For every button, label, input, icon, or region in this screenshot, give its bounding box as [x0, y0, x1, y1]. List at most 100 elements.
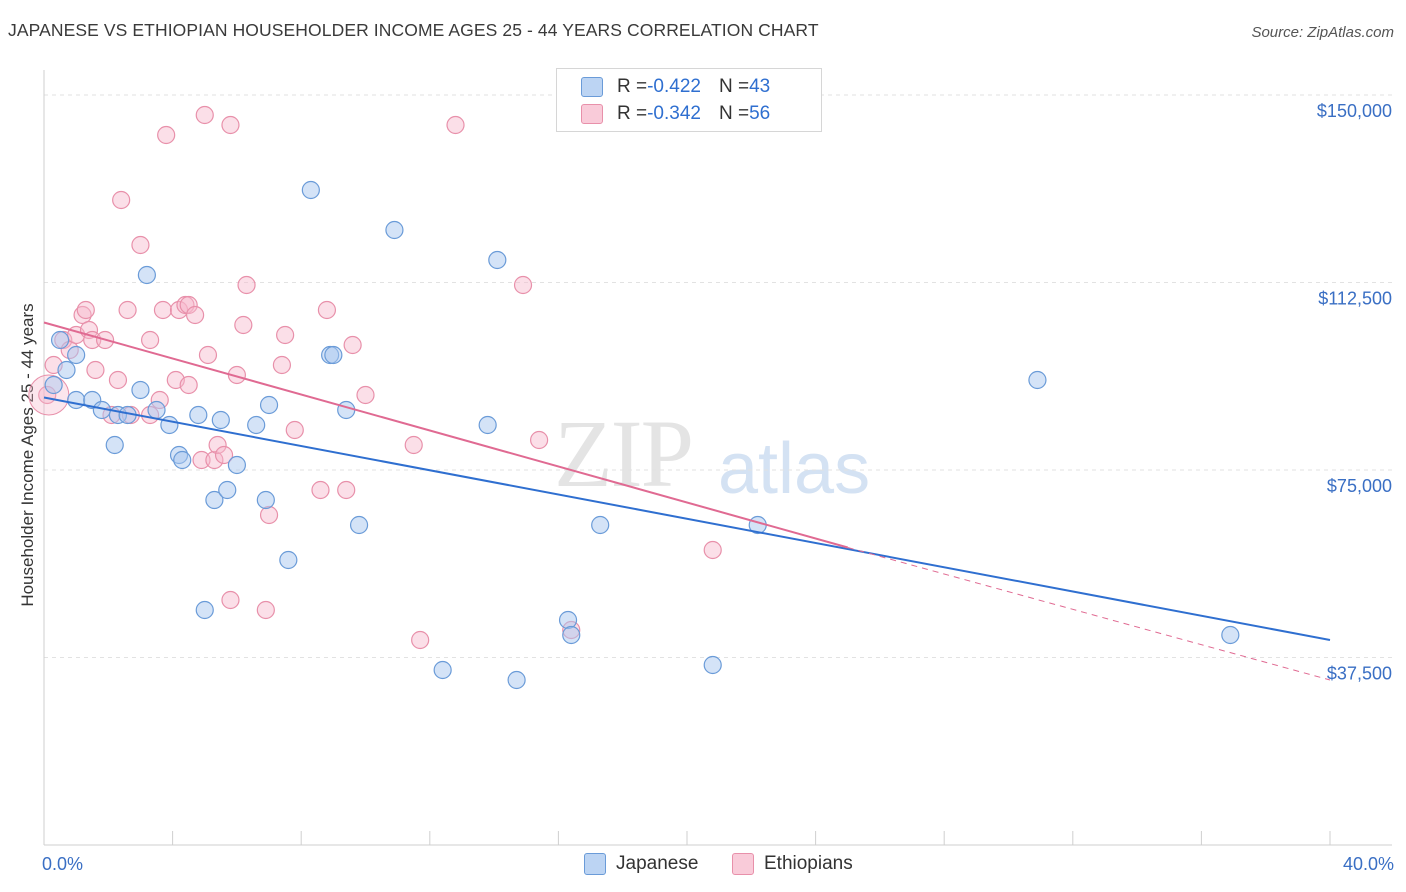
japanese-point [189, 405, 208, 425]
japanese-point [67, 345, 86, 365]
japanese-point [67, 390, 86, 410]
legend-ethiopians-label: Ethiopians [764, 853, 853, 874]
ethiopian-point [131, 235, 150, 255]
x-tick-labels: 0.0% 40.0% [42, 854, 1394, 874]
japanese-points [44, 180, 1240, 690]
ethiopian-point [179, 375, 198, 395]
ethiopian-point [192, 450, 211, 470]
ethiopian-trend-line [43, 321, 849, 549]
japanese-point [57, 360, 76, 380]
ethiopian-point [272, 355, 292, 375]
ethiopian-point [73, 305, 92, 325]
japanese-r-label: R = [617, 76, 648, 97]
ethiopian-r-label: R = [617, 103, 648, 124]
japanese-point [558, 610, 578, 630]
y-tick-label: $150,000 [1317, 101, 1392, 121]
ethiopian-point [356, 385, 375, 405]
ethiopian-point [118, 300, 137, 320]
ethiopian-point [214, 445, 234, 465]
ethiopian-n-value: 56 [749, 103, 771, 124]
ethiopian-point [259, 505, 279, 525]
japanese-point [562, 625, 581, 645]
japanese-point [44, 375, 63, 395]
ethiopian-point [237, 275, 256, 295]
ethiopian-point [198, 345, 218, 365]
legend-japanese-label: Japanese [616, 853, 699, 874]
japanese-point [131, 380, 150, 400]
ethiopian-point [157, 125, 176, 145]
japanese-n-label: N = [718, 76, 750, 97]
ethiopian-r-value: -0.342 [647, 103, 701, 124]
ethiopian-point [311, 480, 330, 500]
ethiopian-n-label: N = [718, 103, 750, 124]
japanese-point [137, 265, 156, 285]
japanese-point [385, 220, 404, 240]
ethiopian-point [337, 480, 356, 500]
legend-japanese-swatch [584, 853, 606, 875]
japanese-point [256, 490, 275, 510]
japanese-point [488, 250, 507, 270]
ethiopian-point [256, 600, 275, 620]
japanese-point [1221, 625, 1240, 645]
legend-item-ethiopians[interactable]: Ethiopians [732, 851, 853, 877]
ethiopian-point [112, 190, 131, 210]
legend-item-japanese[interactable]: Japanese [584, 851, 698, 877]
japanese-point [105, 435, 124, 455]
japanese-point [433, 660, 452, 680]
x-tick-label: 0.0% [42, 854, 83, 874]
japanese-point [247, 415, 266, 435]
gridlines [44, 94, 1392, 658]
japanese-point [324, 345, 343, 365]
japanese-point [301, 180, 320, 200]
ethiopian-point [108, 370, 128, 390]
japanese-trend-line [43, 396, 1331, 641]
ethiopian-swatch [581, 104, 603, 124]
legend-ethiopians-swatch [732, 853, 754, 875]
ethiopian-point [205, 450, 224, 470]
japanese-r-value: -0.422 [647, 76, 701, 97]
axes [43, 70, 1392, 846]
japanese-point [195, 600, 214, 620]
ethiopian-point [208, 435, 227, 455]
ethiopian-point [285, 420, 304, 440]
ethiopian-trend-extension [847, 547, 1331, 681]
ethiopian-point [317, 300, 337, 320]
japanese-point [211, 410, 230, 430]
japanese-point [507, 670, 526, 690]
ethiopian-point [234, 315, 253, 335]
japanese-point [259, 395, 279, 415]
ethiopian-point [76, 300, 95, 320]
stats-box: R = -0.422 N = 43 R = -0.342 N = 56 [556, 68, 822, 132]
ethiopian-point [530, 430, 549, 450]
stats-row-japanese: R = -0.422 N = 43 [581, 75, 770, 99]
trend-lines [43, 321, 1331, 681]
japanese-point [279, 550, 298, 570]
japanese-point [50, 330, 70, 350]
stats-row-ethiopian: R = -0.342 N = 56 [581, 102, 770, 126]
ethiopian-point [446, 115, 465, 135]
ethiopian-point [221, 115, 240, 135]
ethiopian-point [153, 300, 173, 320]
japanese-n-value: 43 [749, 76, 771, 97]
chart-title: JAPANESE VS ETHIOPIAN HOUSEHOLDER INCOME… [8, 20, 819, 40]
watermark-zip: ZIP [554, 400, 694, 507]
source-label: Source: ZipAtlas.com [1251, 24, 1394, 41]
ethiopian-points [28, 105, 722, 650]
ethiopian-point [703, 540, 722, 560]
japanese-point [173, 450, 192, 470]
ethiopian-point [86, 360, 105, 380]
japanese-point [703, 655, 722, 675]
ethiopian-point [221, 590, 240, 610]
ethiopian-point [195, 105, 214, 125]
ethiopian-point [513, 275, 533, 295]
japanese-point [591, 515, 610, 535]
japanese-point [227, 455, 246, 475]
y-tick-label: $37,500 [1327, 664, 1392, 684]
japanese-point [205, 490, 224, 510]
ethiopian-point [404, 435, 423, 455]
ethiopian-point [411, 630, 430, 650]
ethiopian-point [276, 325, 295, 345]
japanese-point [147, 400, 166, 420]
japanese-point [478, 415, 497, 435]
